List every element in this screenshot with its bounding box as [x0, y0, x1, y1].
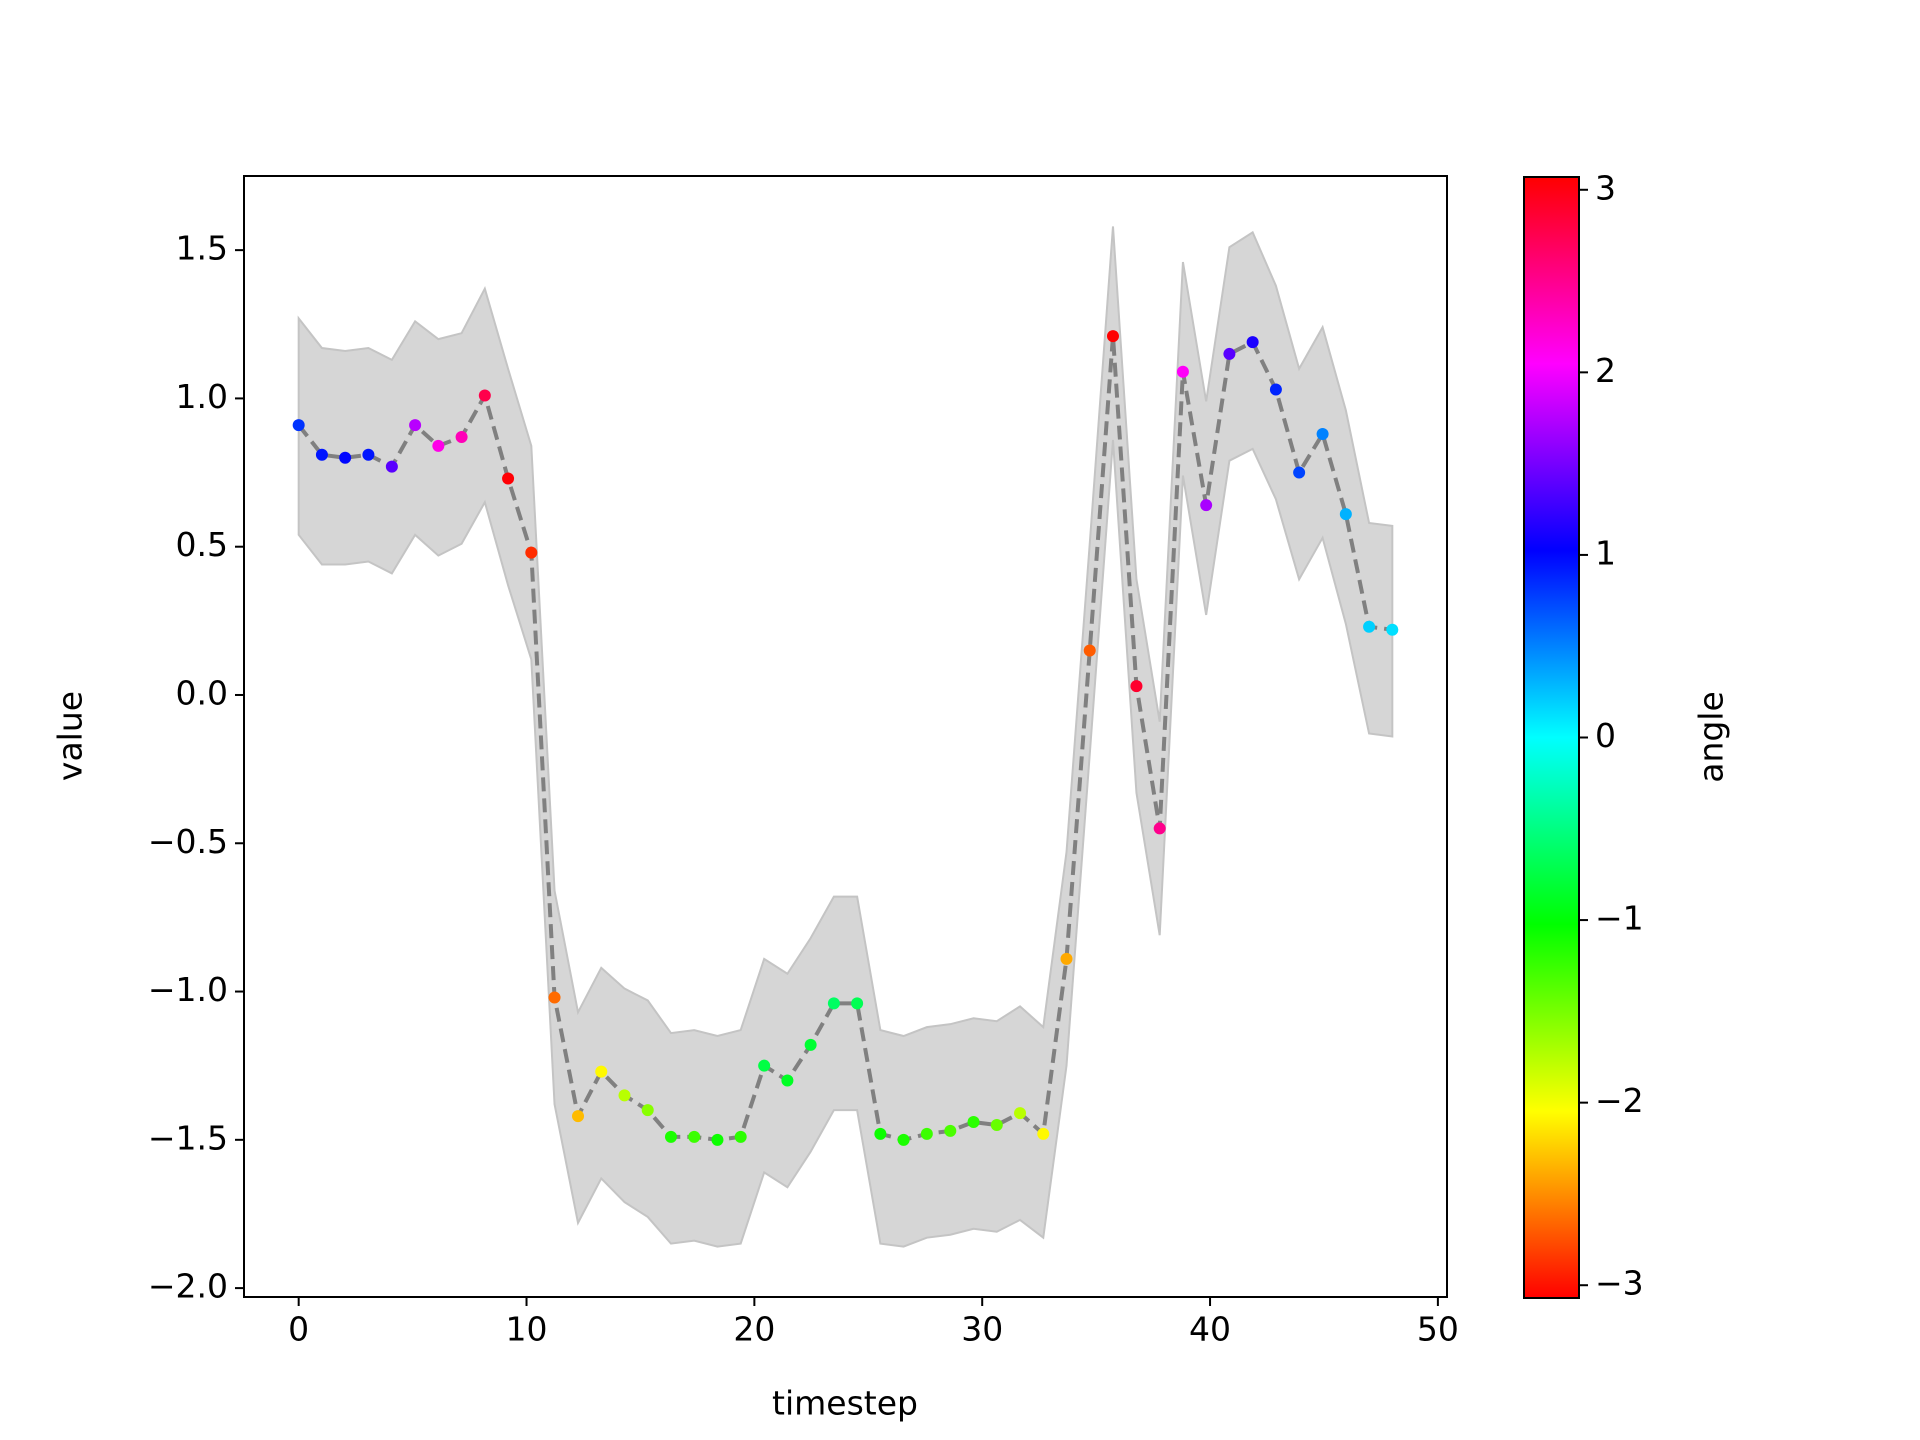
data-point [362, 448, 375, 461]
data-point [1130, 680, 1143, 693]
data-point [944, 1124, 957, 1137]
data-point [618, 1089, 631, 1102]
data-point [897, 1133, 910, 1146]
x-tick-label: 0 [288, 1310, 309, 1349]
colorbar-tick-label: −2 [1595, 1081, 1644, 1120]
data-point [734, 1130, 747, 1143]
data-point [1316, 428, 1329, 441]
data-point [664, 1130, 677, 1143]
data-point [967, 1116, 980, 1129]
data-point [525, 546, 538, 559]
confidence-band [297, 226, 1394, 1248]
data-point [804, 1038, 817, 1051]
y-tick-label: −2.0 [148, 1267, 228, 1306]
data-point [1386, 623, 1399, 636]
colorbar-tick-label: −3 [1595, 1264, 1644, 1303]
data-point [292, 419, 305, 432]
y-tick-label: 0.0 [176, 673, 228, 712]
data-point [1083, 644, 1096, 657]
data-point [1106, 330, 1119, 343]
colorbar-tick-label: 0 [1595, 716, 1616, 755]
data-point [1293, 466, 1306, 479]
data-point [1246, 336, 1259, 349]
data-point [641, 1104, 654, 1117]
y-tick-label: 0.5 [176, 525, 228, 564]
data-point [781, 1074, 794, 1087]
data-point [990, 1118, 1003, 1131]
colorbar-tick-label: −1 [1595, 899, 1644, 938]
x-tick-label: 20 [733, 1310, 775, 1349]
x-tick-label: 40 [1189, 1310, 1231, 1349]
data-point [827, 997, 840, 1010]
data-point [409, 419, 422, 432]
data-point [851, 997, 864, 1010]
data-point [548, 991, 561, 1004]
data-point [315, 448, 328, 461]
data-point [711, 1133, 724, 1146]
x-tick-label: 50 [1417, 1310, 1459, 1349]
data-point [920, 1127, 933, 1140]
data-point [1339, 508, 1352, 521]
data-point [572, 1110, 585, 1123]
y-tick-label: −1.0 [148, 970, 228, 1009]
data-point [1363, 620, 1376, 633]
y-tick-label: −1.5 [148, 1118, 228, 1157]
colorbar-tick-label: 3 [1595, 168, 1616, 207]
colorbar-tick-label: 2 [1595, 351, 1616, 390]
data-point [1153, 822, 1166, 835]
data-point [1269, 383, 1282, 396]
data-point [758, 1059, 771, 1072]
y-tick-label: 1.5 [176, 229, 228, 268]
data-point [339, 451, 352, 464]
mean-line [297, 335, 1393, 1142]
data-point [455, 430, 468, 443]
colorbar-tick-label: 1 [1595, 533, 1616, 572]
data-point [1176, 365, 1189, 378]
data-point [688, 1130, 701, 1143]
data-point [1223, 347, 1236, 360]
y-axis-label: value [51, 691, 90, 781]
colorbar-label: angle [1692, 691, 1731, 783]
data-point [432, 439, 445, 452]
y-tick-label: −0.5 [148, 822, 228, 861]
x-axis-label: timestep [772, 1384, 918, 1423]
y-tick-label: 1.0 [176, 377, 228, 416]
data-point [1037, 1127, 1050, 1140]
data-point [1200, 499, 1213, 512]
axes-frame [243, 175, 1448, 1298]
x-tick-label: 30 [961, 1310, 1003, 1349]
data-point [1060, 952, 1073, 965]
colorbar [1523, 176, 1580, 1299]
data-point [1014, 1107, 1027, 1120]
data-point [595, 1065, 608, 1078]
data-point [385, 460, 398, 473]
x-tick-label: 10 [506, 1310, 548, 1349]
data-point [874, 1127, 887, 1140]
data-point [502, 472, 515, 485]
data-point [478, 389, 491, 402]
